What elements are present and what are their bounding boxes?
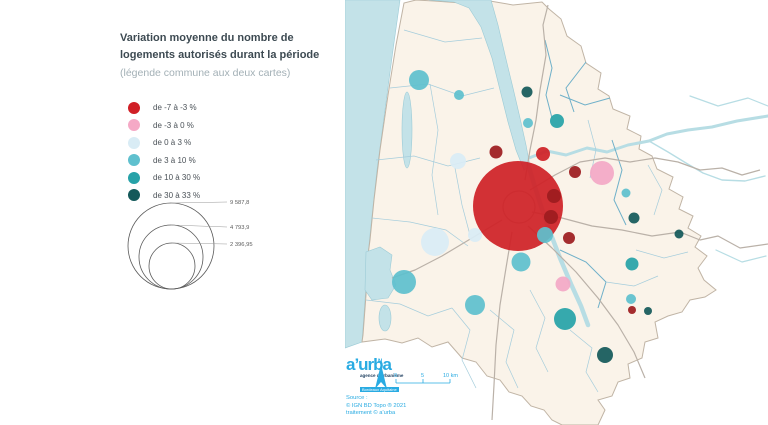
- legend-class-dot: [128, 136, 140, 149]
- source-credit: Source : © IGN BD Topo ® 2021 traitement…: [346, 395, 406, 418]
- scale-end: 10 km: [443, 373, 458, 379]
- circle-size-legend: 9 587,8 4 793,9 2 396,95: [127, 200, 253, 290]
- scale-bar: 0 5 10 km: [394, 373, 458, 384]
- commune-circle-pink: [590, 161, 614, 185]
- ciron-river: [715, 249, 767, 263]
- leader-line: [170, 224, 228, 228]
- medoc-lake: [401, 91, 413, 169]
- commune-circle-cyan: [465, 295, 485, 315]
- legend-class-row: de 0 à 3 %: [128, 134, 200, 152]
- commune-circle-cyan: [511, 252, 531, 272]
- source-line2: © IGN BD Topo ® 2021: [346, 402, 407, 409]
- legend-title-line2: logements autorisés durant la période: [120, 49, 320, 61]
- commune-circle-dark_teal: [644, 307, 652, 315]
- legend-class-label: de -3 à 0 %: [153, 120, 194, 130]
- commune-circle-teal: [625, 257, 639, 271]
- size-circle-small: [148, 242, 196, 290]
- leader-line: [171, 242, 228, 245]
- legend-class-label: de 0 à 3 %: [153, 138, 192, 148]
- size-value-large: 9 587,8: [230, 200, 249, 206]
- aurba-logo-sub2: Bordeaux Aquitaine: [360, 387, 399, 392]
- commune-circle-cyan: [409, 70, 429, 90]
- legend-class-label: de 10 à 30 %: [153, 173, 201, 183]
- commune-circle-dark_red: [547, 189, 561, 203]
- commune-circle-pale_blue: [450, 153, 466, 169]
- commune-circle-cyan: [392, 270, 416, 294]
- legend-class-dot: [128, 189, 140, 202]
- legend-class-dot: [128, 119, 140, 132]
- gironde-map: [345, 0, 768, 425]
- legend-class-label: de -7 à -3 %: [153, 103, 197, 113]
- legend-class-list: de -7 à -3 % de -3 à 0 % de 0 à 3 % de 3 à …: [128, 99, 200, 204]
- commune-circle-dark_red: [544, 210, 558, 224]
- commune-circle-dark_red: [569, 166, 581, 178]
- dordogne-river: [527, 114, 768, 160]
- legend-class-row: de 10 à 30 %: [128, 169, 200, 187]
- commune-circles-layer: [392, 70, 684, 363]
- commune-circle-cyan: [626, 294, 636, 304]
- commune-circle-teal: [550, 114, 564, 128]
- legend-class-row: de 30 à 33 %: [128, 187, 200, 205]
- legend-class-row: de -3 à 0 %: [128, 117, 200, 135]
- arcachon-bay: [364, 246, 397, 301]
- north-arrow: N: [375, 359, 387, 389]
- commune-circle-dark_red: [628, 306, 636, 314]
- commune-circle-cyan: [454, 90, 464, 100]
- commune-circle-dark_red: [489, 145, 503, 159]
- commune-circle-dark_teal: [628, 212, 640, 224]
- isle-river: [648, 140, 766, 182]
- dronne-river: [689, 95, 768, 107]
- commune-circle-dark_teal: [674, 229, 684, 239]
- commune-circle-dark_teal: [597, 347, 613, 363]
- commune-circle-cyan: [537, 227, 553, 243]
- commune-circle-cyan: [523, 118, 533, 128]
- leader-line: [170, 201, 228, 204]
- commune-circle-cyan: [621, 188, 631, 198]
- legend-class-dot: [128, 171, 140, 184]
- north-arrow-glyph: [375, 364, 387, 389]
- legend-class-row: de -7 à -3 %: [128, 99, 200, 117]
- legend-class-label: de 30 à 33 %: [153, 190, 201, 200]
- cazaux-lake: [378, 304, 392, 332]
- legend-class-dot: [128, 101, 140, 114]
- size-value-medium: 4 793,9: [230, 225, 249, 231]
- commune-circle-red: [536, 147, 550, 161]
- legend-class-label: de 3 à 10 %: [153, 155, 196, 165]
- legend-title-line1: Variation moyenne du nombre de: [120, 32, 294, 44]
- source-line1: Source :: [346, 395, 368, 401]
- commune-circle-dark_red: [563, 232, 575, 244]
- scale-start: 0: [394, 373, 397, 379]
- legend-class-dot: [128, 154, 140, 167]
- scale-mid: 5: [421, 373, 424, 379]
- size-value-small: 2 396,95: [230, 242, 253, 248]
- source-line3: traitement © a'urba: [346, 410, 396, 416]
- legend-class-row: de 3 à 10 %: [128, 152, 200, 170]
- commune-circle-pink: [555, 276, 571, 292]
- commune-circle-dark_teal: [521, 86, 533, 98]
- commune-circle-pale_blue: [421, 228, 449, 256]
- commune-circle-teal: [554, 308, 576, 330]
- legend-subtitle: (légende commune aux deux cartes): [120, 67, 291, 79]
- legend-panel: Variation moyenne du nombre de logements…: [120, 30, 335, 81]
- commune-circle-pale_blue: [468, 228, 482, 242]
- north-label: N: [378, 359, 382, 365]
